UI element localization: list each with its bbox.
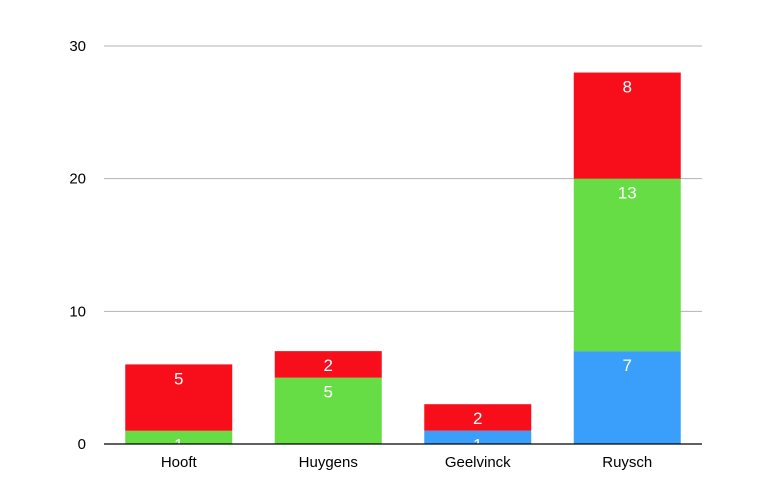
data-label: 7 — [623, 356, 632, 375]
bar-segment — [125, 364, 233, 431]
y-axis-ticks: 0 10 20 30 — [69, 38, 86, 453]
bar-segment — [274, 351, 382, 378]
bar-segment — [125, 430, 233, 444]
y-tick-label: 10 — [69, 303, 86, 320]
y-tick-label: 0 — [78, 436, 86, 453]
y-tick-label: 20 — [69, 171, 86, 188]
data-label: 2 — [473, 409, 482, 428]
y-tick-label: 30 — [69, 38, 86, 55]
bar-segment — [573, 178, 681, 352]
data-label: 13 — [618, 184, 637, 203]
bar-segment — [573, 72, 681, 179]
x-tick-label: Geelvinck — [445, 454, 511, 471]
bar-segment — [274, 377, 382, 444]
bar-segment — [573, 351, 681, 444]
bars — [125, 72, 681, 444]
data-label: 1 — [174, 436, 183, 455]
data-label: 5 — [324, 383, 333, 402]
x-tick-label: Huygens — [299, 454, 358, 471]
x-tick-label: Hooft — [161, 454, 198, 471]
data-label: 1 — [473, 436, 482, 455]
data-label: 8 — [623, 78, 632, 97]
data-label: 2 — [324, 356, 333, 375]
bar-segment — [424, 430, 532, 444]
bar-segment — [424, 404, 532, 431]
x-axis-ticks: Hooft Huygens Geelvinck Ruysch — [161, 454, 652, 471]
x-tick-label: Ruysch — [602, 454, 652, 471]
data-labels: 1 5 5 2 1 2 7 13 8 — [174, 78, 637, 455]
data-label: 5 — [174, 369, 183, 388]
